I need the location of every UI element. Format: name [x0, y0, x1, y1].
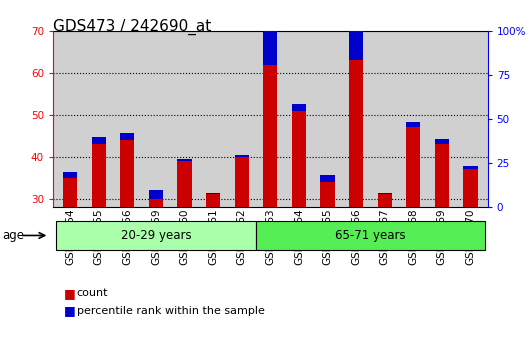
Bar — [463, 166, 478, 169]
Bar — [235, 157, 249, 207]
Text: ■: ■ — [64, 304, 75, 317]
Bar — [206, 195, 220, 207]
Bar — [63, 172, 77, 178]
Text: 65-71 years: 65-71 years — [335, 229, 405, 242]
Bar — [120, 133, 135, 140]
Text: age: age — [3, 229, 25, 242]
Bar — [377, 195, 392, 207]
Bar — [463, 169, 478, 207]
Bar — [435, 144, 449, 207]
Bar — [263, 65, 277, 207]
Text: ■: ■ — [64, 287, 75, 300]
Bar — [349, 60, 363, 207]
Bar — [149, 199, 163, 207]
Bar — [56, 221, 256, 250]
Bar — [292, 111, 306, 207]
Bar — [235, 155, 249, 157]
Bar — [63, 178, 77, 207]
Bar — [120, 140, 135, 207]
Bar — [92, 137, 106, 144]
Bar — [406, 127, 420, 207]
Bar — [377, 193, 392, 195]
Bar — [349, 1, 363, 60]
Bar — [435, 139, 449, 144]
Text: count: count — [77, 288, 108, 298]
Bar — [256, 221, 485, 250]
Bar — [92, 144, 106, 207]
Bar — [178, 161, 192, 207]
Text: percentile rank within the sample: percentile rank within the sample — [77, 306, 264, 315]
Bar — [320, 182, 334, 207]
Text: 20-29 years: 20-29 years — [121, 229, 191, 242]
Text: GDS473 / 242690_at: GDS473 / 242690_at — [53, 19, 211, 35]
Bar — [178, 159, 192, 161]
Bar — [263, 3, 277, 65]
Bar — [406, 122, 420, 127]
Bar — [292, 104, 306, 111]
Bar — [320, 175, 334, 182]
Bar — [149, 190, 163, 199]
Bar — [206, 193, 220, 195]
